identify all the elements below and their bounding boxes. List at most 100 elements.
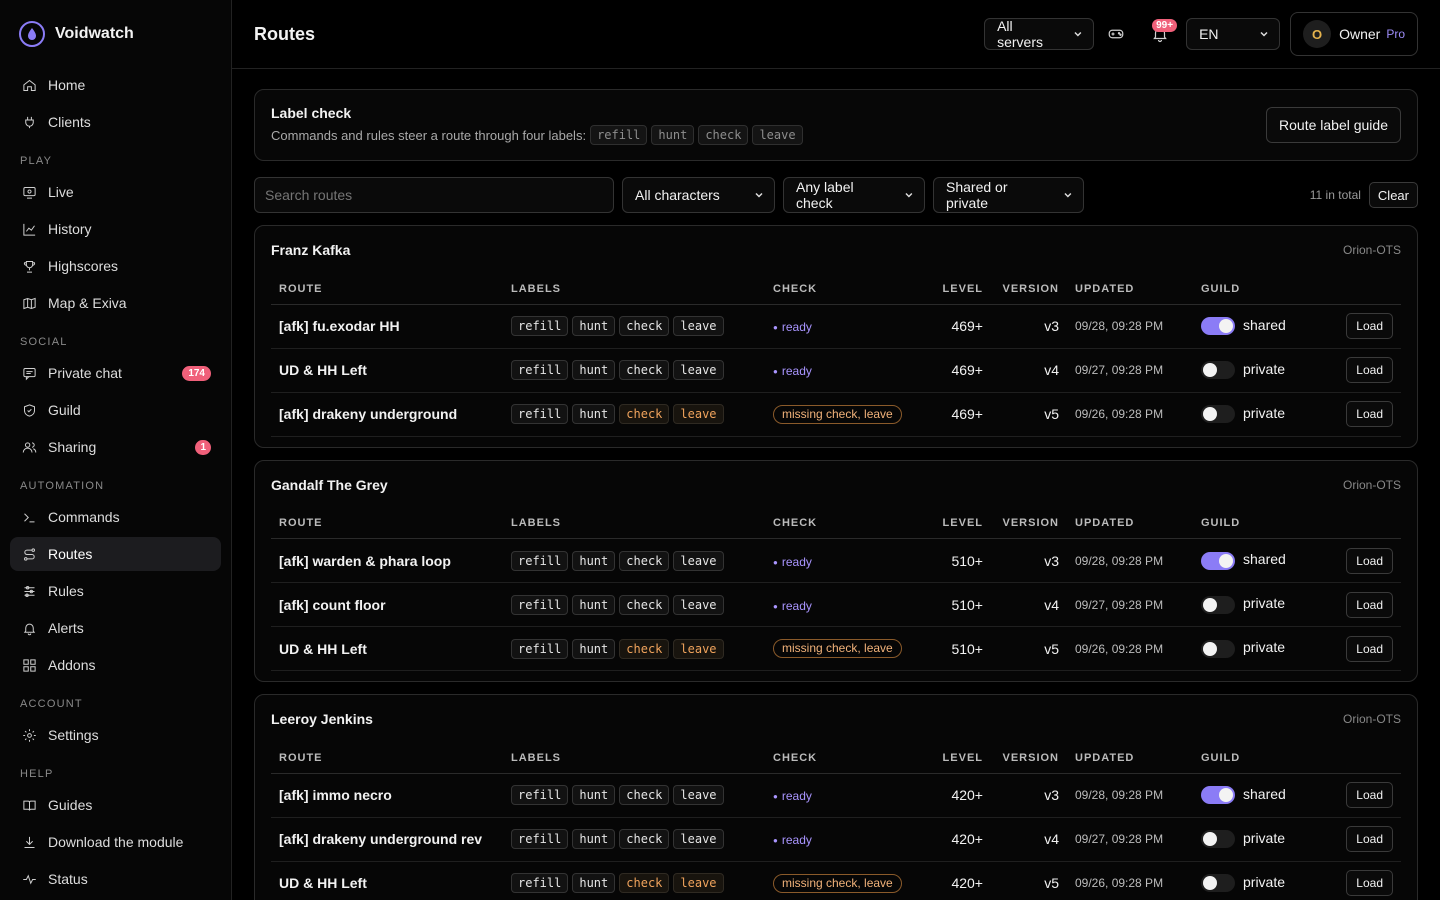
- sidebar-item-status[interactable]: Status: [10, 862, 221, 896]
- load-route-button[interactable]: Load: [1346, 357, 1393, 383]
- clear-filters-button[interactable]: Clear: [1368, 182, 1418, 208]
- sidebar-item-history[interactable]: History: [10, 212, 221, 246]
- route-label-hunt: hunt: [572, 316, 616, 336]
- guild-share-toggle[interactable]: [1201, 830, 1235, 849]
- route-label-check: check: [619, 404, 670, 424]
- sidebar-item-highscores[interactable]: Highscores: [10, 249, 221, 283]
- route-name: [afk] count floor: [271, 582, 503, 627]
- table-row[interactable]: [afk] warden & phara loop refill hunt chec…: [271, 538, 1401, 583]
- server-select-value: All servers: [997, 18, 1043, 50]
- sidebar-item-clients[interactable]: Clients: [10, 105, 221, 139]
- main-area: Routes All servers 99+ EN O Owner Pro: [232, 0, 1440, 900]
- check-status-ready: ready: [773, 555, 812, 569]
- route-label-hunt: hunt: [572, 404, 616, 424]
- route-label-leave: leave: [673, 316, 724, 336]
- route-labels: refill hunt check leave: [503, 861, 765, 900]
- table-row[interactable]: [afk] drakeny underground rev refill hunt…: [271, 817, 1401, 862]
- route-version: v3: [991, 773, 1067, 818]
- chevron-down-icon: [1064, 193, 1072, 198]
- user-menu-button[interactable]: O Owner Pro: [1290, 12, 1418, 56]
- column-header: ROUTE: [271, 508, 503, 539]
- column-header: CHECK: [765, 743, 925, 774]
- load-route-button[interactable]: Load: [1346, 826, 1393, 852]
- route-name: [afk] drakeny underground rev: [271, 817, 503, 862]
- route-name: [afk] drakeny underground: [271, 392, 503, 437]
- table-row[interactable]: [afk] drakeny underground refill hunt chec…: [271, 392, 1401, 437]
- load-route-button[interactable]: Load: [1346, 635, 1393, 662]
- sidebar-item-sharing[interactable]: Sharing 1: [10, 430, 221, 464]
- sidebar-item-rules[interactable]: Rules: [10, 574, 221, 608]
- server-select[interactable]: All servers: [984, 18, 1095, 50]
- label-check-filter-select[interactable]: Any label check: [783, 177, 925, 213]
- route-labels: refill hunt check leave: [503, 538, 765, 583]
- sidebar-item-label: Clients: [48, 114, 91, 130]
- table-row[interactable]: UD & HH Left refill hunt check leave missin…: [271, 861, 1401, 900]
- load-route-button[interactable]: Load: [1346, 591, 1393, 618]
- sidebar-item-settings[interactable]: Settings: [10, 718, 221, 752]
- route-labels: refill hunt check leave: [503, 304, 765, 349]
- sidebar-item-alerts[interactable]: Alerts: [10, 611, 221, 645]
- route-guild: private: [1193, 392, 1311, 437]
- sidebar-item-label: Guild: [48, 402, 81, 418]
- sidebar-item-label: Status: [48, 871, 88, 887]
- total-count: 11 in total: [1309, 188, 1361, 202]
- route-label-guide-button[interactable]: Route label guide: [1266, 107, 1401, 143]
- search-input[interactable]: [254, 177, 614, 213]
- gamepad-icon: [1108, 29, 1124, 39]
- load-route-button[interactable]: Load: [1346, 782, 1393, 808]
- load-route-button[interactable]: Load: [1346, 547, 1393, 574]
- sidebar-item-badge: 1: [195, 440, 211, 455]
- sidebar-item-routes[interactable]: Routes: [10, 537, 221, 571]
- guild-share-toggle[interactable]: [1201, 405, 1235, 424]
- table-row[interactable]: UD & HH Left refill hunt check leave missin…: [271, 626, 1401, 671]
- server-name: Orion-OTS: [1342, 477, 1401, 492]
- sidebar-item-guides[interactable]: Guides: [10, 788, 221, 822]
- sidebar-item-commands[interactable]: Commands: [10, 500, 221, 534]
- sidebar-item-label: Home: [48, 77, 86, 93]
- shield-icon: [21, 402, 37, 418]
- load-route-button[interactable]: Load: [1346, 870, 1393, 896]
- sidebar-item-guild[interactable]: Guild: [10, 393, 221, 427]
- load-route-button[interactable]: Load: [1346, 313, 1393, 339]
- guild-share-toggle[interactable]: [1201, 551, 1235, 570]
- guild-share-toggle[interactable]: [1201, 639, 1235, 658]
- sidebar-item-live[interactable]: Live: [10, 175, 221, 209]
- language-select[interactable]: EN: [1186, 18, 1281, 50]
- chevron-down-icon: [1074, 32, 1082, 37]
- visibility-filter-select[interactable]: Shared or private: [933, 177, 1084, 213]
- sidebar-item-map-exiva[interactable]: Map & Exiva: [10, 286, 221, 320]
- brand[interactable]: Voidwatch: [0, 0, 231, 68]
- guild-share-toggle[interactable]: [1201, 317, 1235, 336]
- column-header: VERSION: [991, 508, 1067, 539]
- routes-table: ROUTE LABELS CHECK LEVEL VERSION UPDATED GUILD…: [271, 743, 1401, 900]
- guild-share-toggle[interactable]: [1201, 361, 1235, 380]
- route-level: 510+: [925, 626, 991, 671]
- route-label-check: check: [619, 594, 670, 615]
- route-guild: shared: [1193, 773, 1311, 818]
- guild-share-toggle[interactable]: [1201, 874, 1235, 893]
- route-version: v5: [991, 392, 1067, 437]
- notification-count-badge: 99+: [1152, 19, 1178, 32]
- sidebar-nav: Home Clients PLAY Live History Highscore…: [0, 68, 231, 896]
- book-icon: [21, 797, 37, 813]
- notifications-button[interactable]: 99+: [1142, 16, 1178, 52]
- sidebar-item-download-the-module[interactable]: Download the module: [10, 825, 221, 859]
- route-label-refill: refill: [511, 829, 569, 849]
- guild-share-toggle[interactable]: [1201, 595, 1235, 614]
- character-filter-select[interactable]: All characters: [622, 177, 775, 213]
- table-row[interactable]: [afk] fu.exodar HH refill hunt check leave …: [271, 304, 1401, 349]
- load-route-button[interactable]: Load: [1346, 401, 1393, 427]
- sidebar-item-private-chat[interactable]: Private chat 174: [10, 356, 221, 390]
- route-check: ready: [765, 817, 925, 862]
- guild-share-toggle[interactable]: [1201, 786, 1235, 805]
- nav-section-title: AUTOMATION: [20, 480, 105, 492]
- sidebar-item-addons[interactable]: Addons: [10, 648, 221, 682]
- sidebar-item-label: Settings: [48, 727, 99, 743]
- sidebar-item-badge: 174: [182, 366, 211, 381]
- gamepad-button[interactable]: [1098, 16, 1134, 52]
- sidebar-item-home[interactable]: Home: [10, 68, 221, 102]
- route-guild: private: [1193, 582, 1311, 627]
